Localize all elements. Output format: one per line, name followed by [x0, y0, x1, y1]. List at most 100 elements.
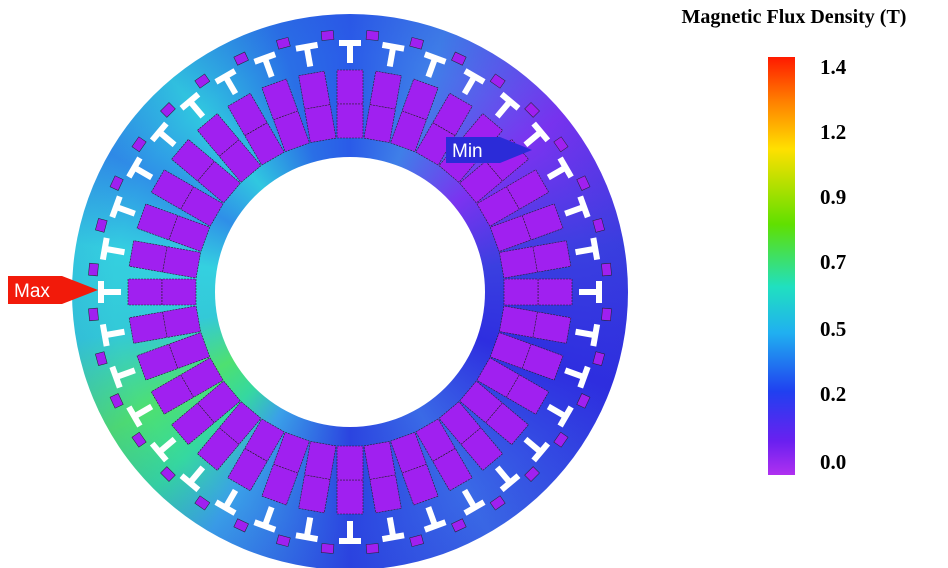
- colorbar-label: 1.4: [820, 55, 847, 79]
- gap: [590, 237, 601, 261]
- rotor-bar: [524, 102, 540, 118]
- coil: [476, 357, 520, 398]
- rotor-bar: [592, 351, 605, 366]
- bore: [215, 157, 485, 427]
- slot: [489, 332, 591, 389]
- coil: [336, 69, 364, 105]
- bar: [451, 51, 467, 66]
- rotor-bar: [409, 534, 424, 547]
- slot: [179, 91, 262, 183]
- slots: [88, 30, 612, 554]
- coil: [489, 215, 532, 252]
- bar: [88, 307, 99, 322]
- coil: [438, 401, 482, 445]
- bar: [553, 136, 569, 153]
- gap: [106, 246, 125, 256]
- gap: [381, 41, 405, 52]
- slot: [336, 445, 364, 544]
- bar: [576, 393, 591, 409]
- gap: [557, 156, 574, 179]
- gap: [590, 323, 601, 347]
- rotor-bar: [601, 307, 612, 322]
- slot: [390, 431, 447, 533]
- slot: [126, 357, 224, 428]
- gap: [109, 195, 123, 219]
- gap: [523, 436, 542, 454]
- coil: [363, 441, 396, 480]
- colorbar-label: 0.9: [820, 185, 847, 209]
- gap: [158, 130, 177, 148]
- coil: [459, 160, 503, 204]
- slot: [476, 156, 574, 227]
- rotor-bar: [233, 518, 249, 533]
- gap: [126, 405, 143, 428]
- bar: [194, 73, 211, 89]
- bar: [109, 393, 124, 409]
- colorbar-label: 0.7: [820, 250, 847, 274]
- gap: [596, 281, 602, 303]
- coil: [476, 186, 520, 227]
- gap: [531, 121, 551, 143]
- rotor-bar: [88, 307, 99, 322]
- coil: [532, 240, 572, 273]
- gap: [304, 517, 314, 536]
- coil: [459, 380, 503, 424]
- gap: [494, 465, 512, 484]
- coil: [273, 431, 310, 474]
- min-label: Min: [452, 141, 483, 162]
- max-arrow: [8, 276, 98, 304]
- coil: [168, 332, 211, 369]
- coil: [336, 445, 364, 481]
- bar: [131, 431, 147, 448]
- slot: [489, 195, 591, 252]
- gap: [214, 499, 237, 516]
- coil: [218, 139, 262, 183]
- rotor-bar: [489, 73, 506, 89]
- coil: [489, 332, 532, 369]
- gap: [463, 499, 486, 516]
- coil: [244, 122, 285, 166]
- bar: [88, 262, 99, 277]
- bar: [95, 351, 108, 366]
- bar: [489, 495, 506, 511]
- gap: [106, 328, 125, 338]
- rotor-bar: [160, 102, 176, 118]
- slot: [253, 431, 310, 533]
- gap: [461, 76, 477, 96]
- coil: [162, 305, 201, 338]
- rotor-bar: [576, 175, 591, 191]
- bar: [553, 431, 569, 448]
- bar: [601, 262, 612, 277]
- gap: [149, 121, 169, 143]
- min-arrow: [446, 137, 532, 163]
- colorbar-label: 0.5: [820, 317, 847, 341]
- gap: [425, 506, 438, 526]
- gap: [564, 367, 584, 380]
- slot: [214, 68, 285, 166]
- gap: [546, 403, 566, 419]
- coil: [363, 104, 396, 143]
- gap: [253, 51, 277, 65]
- rotor-bar: [95, 351, 108, 366]
- colorbar-label: 0.0: [820, 450, 847, 474]
- coil: [336, 479, 364, 515]
- rotor-bar: [233, 51, 249, 66]
- bar: [592, 351, 605, 366]
- slot: [363, 441, 405, 543]
- rotor-bar: [194, 495, 211, 511]
- rotor-bar: [592, 218, 605, 233]
- gap: [494, 100, 512, 119]
- rotor-bar: [553, 431, 569, 448]
- gap: [134, 403, 154, 419]
- colorbar-label: 1.2: [820, 120, 847, 144]
- gap: [149, 441, 169, 463]
- gap: [347, 45, 353, 63]
- gap: [557, 405, 574, 428]
- coil: [127, 278, 163, 306]
- slot: [459, 121, 551, 204]
- bar: [160, 466, 176, 482]
- colorbar: [768, 57, 795, 475]
- gap: [339, 40, 361, 46]
- slot: [499, 305, 601, 347]
- gap: [262, 58, 275, 78]
